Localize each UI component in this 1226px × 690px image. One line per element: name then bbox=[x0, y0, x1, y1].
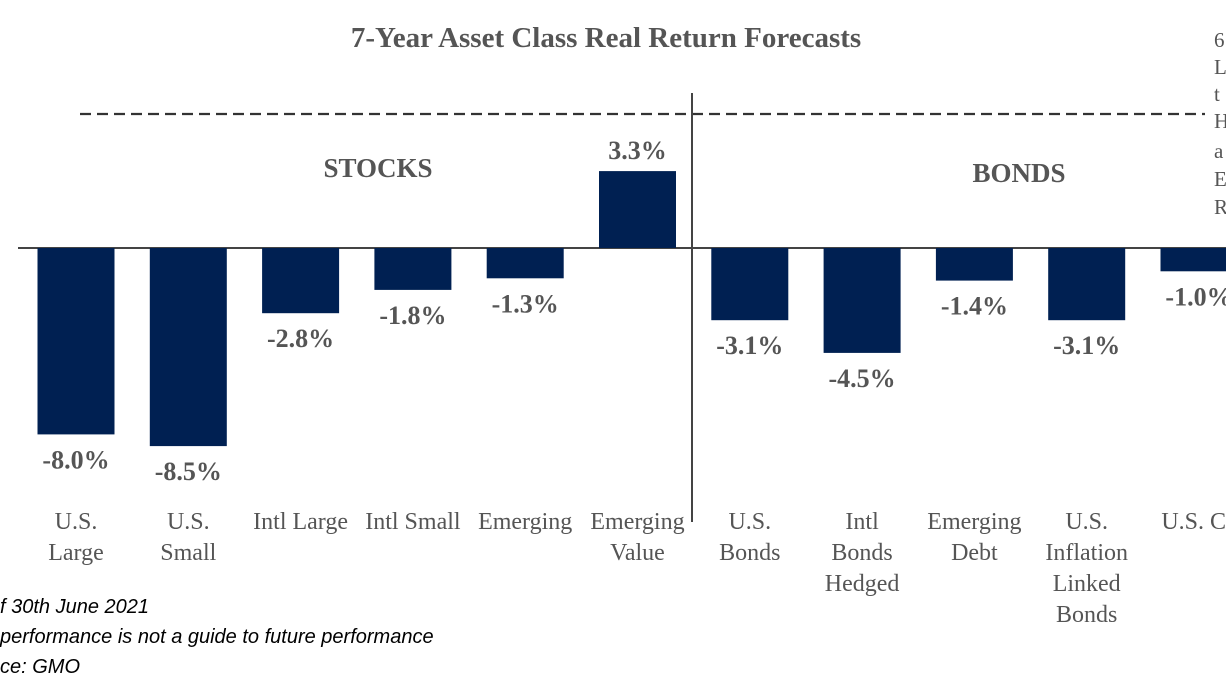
side-note-line: L bbox=[1214, 55, 1226, 79]
value-label: -2.8% bbox=[267, 324, 334, 353]
category-label: Large bbox=[48, 540, 104, 566]
bar bbox=[1048, 248, 1126, 321]
bar bbox=[486, 248, 564, 279]
value-labels-group: -8.0% -8.5% -2.8% -1.8% -1.3% 3.3% -3.1% -4.5% -… bbox=[42, 136, 1226, 486]
category-label: Intl Small bbox=[365, 509, 461, 535]
side-note-line: a bbox=[1214, 139, 1224, 163]
category-label: U.S. bbox=[728, 509, 771, 535]
bar bbox=[149, 248, 227, 447]
bar bbox=[1160, 248, 1226, 272]
category-label: U.S. Ca bbox=[1161, 509, 1226, 535]
footnote-date: f 30th June 2021 bbox=[0, 596, 150, 618]
bar bbox=[262, 248, 340, 314]
category-label: Intl bbox=[845, 509, 879, 535]
category-label: Inflation bbox=[1045, 540, 1128, 566]
bar bbox=[935, 248, 1013, 281]
value-label: -1.4% bbox=[941, 292, 1008, 321]
category-label: Bonds bbox=[831, 540, 892, 566]
value-label: -1.3% bbox=[492, 289, 559, 318]
bar bbox=[823, 248, 901, 353]
bars-group bbox=[37, 171, 1226, 447]
category-label: Small bbox=[160, 540, 216, 566]
category-label: Intl Large bbox=[253, 509, 348, 535]
category-label: U.S. bbox=[167, 509, 210, 535]
footnotes: f 30th June 2021 performance is not a gu… bbox=[0, 592, 700, 682]
value-label: -1.0% bbox=[1165, 282, 1226, 311]
side-note-line: E bbox=[1214, 167, 1226, 191]
side-note-line: t bbox=[1214, 82, 1220, 106]
category-label: U.S. bbox=[1065, 509, 1108, 535]
group-label-stocks: STOCKS bbox=[323, 153, 432, 183]
side-note-line: 6 bbox=[1214, 28, 1225, 52]
side-note-line: R bbox=[1214, 195, 1226, 219]
category-labels-group: U.S. Large U.S. Small Intl Large Intl Small Em… bbox=[48, 509, 1226, 628]
bar bbox=[374, 248, 452, 290]
value-label: -4.5% bbox=[829, 364, 896, 393]
category-label: Bonds bbox=[1056, 602, 1117, 628]
category-label: Emerging bbox=[478, 509, 572, 535]
footnote-source: ce: GMO bbox=[0, 656, 81, 678]
value-label: -8.0% bbox=[42, 445, 109, 474]
value-label: -8.5% bbox=[155, 457, 222, 486]
group-label-bonds: BONDS bbox=[972, 158, 1065, 188]
side-note-text: 6 L t H a E R bbox=[1214, 28, 1226, 219]
side-note-line: H bbox=[1214, 109, 1226, 133]
category-label: Hedged bbox=[825, 571, 900, 597]
value-label: 3.3% bbox=[608, 136, 667, 165]
footnote-disclaimer: performance is not a guide to future per… bbox=[0, 626, 434, 648]
category-label: Debt bbox=[951, 540, 998, 566]
category-label: U.S. bbox=[55, 509, 98, 535]
bar bbox=[711, 248, 789, 321]
value-label: -1.8% bbox=[379, 301, 446, 330]
value-label: -3.1% bbox=[716, 331, 783, 360]
bar bbox=[599, 171, 676, 248]
category-label: Bonds bbox=[719, 540, 780, 566]
category-label: Linked bbox=[1053, 571, 1121, 597]
chart-title: 7-Year Asset Class Real Return Forecasts bbox=[351, 22, 861, 54]
bar bbox=[37, 248, 115, 435]
category-label: Emerging bbox=[590, 509, 684, 535]
category-label: Emerging bbox=[927, 509, 1021, 535]
category-label: Value bbox=[610, 540, 665, 566]
value-label: -3.1% bbox=[1053, 331, 1120, 360]
